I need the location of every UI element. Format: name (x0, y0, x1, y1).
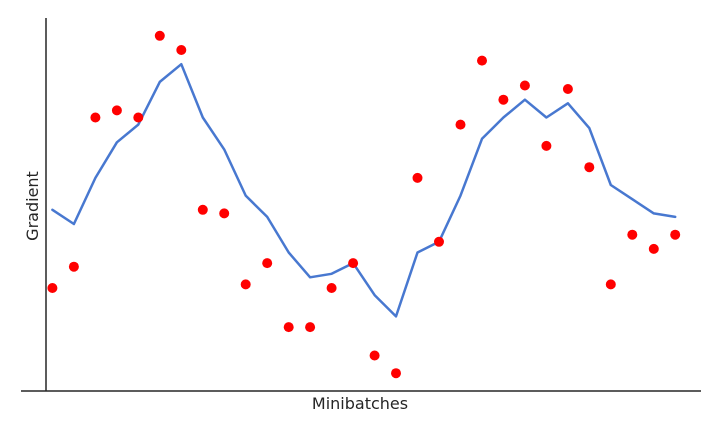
scatter-point-15 (369, 350, 380, 361)
x-axis-label: Minibatches (312, 394, 408, 413)
scatter-point-12 (305, 322, 316, 333)
scatter-point-3 (111, 105, 122, 116)
scatter-point-20 (477, 55, 487, 66)
scatter-point-13 (326, 283, 337, 293)
scatter-point-26 (605, 279, 616, 290)
scatter-point-1 (68, 261, 79, 272)
scatter-point-0 (47, 283, 58, 293)
scatter-point-21 (498, 94, 509, 105)
scatter-point-27 (627, 229, 638, 240)
scatter-point-9 (240, 279, 251, 290)
scatter-point-18 (434, 236, 444, 247)
scatter-point-19 (455, 119, 466, 130)
scatter-point-16 (391, 368, 401, 379)
scatter-point-14 (348, 258, 359, 269)
scatter-point-25 (584, 162, 595, 173)
scatter-point-10 (262, 258, 273, 269)
scatter-point-4 (133, 112, 144, 123)
trend-line (51, 62, 677, 318)
plot-area (47, 30, 681, 379)
scatter-point-6 (176, 45, 187, 55)
scatter-point-11 (283, 322, 294, 333)
scatter-point-8 (219, 208, 230, 219)
y-axis-label: Gradient (23, 171, 42, 241)
scatter-point-2 (90, 112, 101, 123)
scatter-point-28 (648, 243, 659, 254)
scatter-point-29 (670, 229, 681, 240)
scatter-point-5 (154, 30, 165, 41)
scatter-point-22 (519, 80, 530, 91)
scatter-point-23 (541, 140, 552, 151)
scatter-point-24 (562, 84, 573, 94)
scatter-point-17 (412, 172, 423, 183)
scatter-point-7 (197, 204, 208, 215)
